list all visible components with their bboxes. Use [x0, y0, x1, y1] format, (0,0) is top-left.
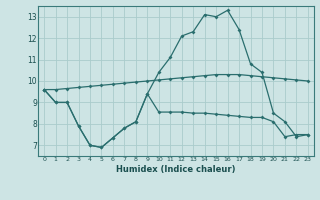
X-axis label: Humidex (Indice chaleur): Humidex (Indice chaleur)	[116, 165, 236, 174]
